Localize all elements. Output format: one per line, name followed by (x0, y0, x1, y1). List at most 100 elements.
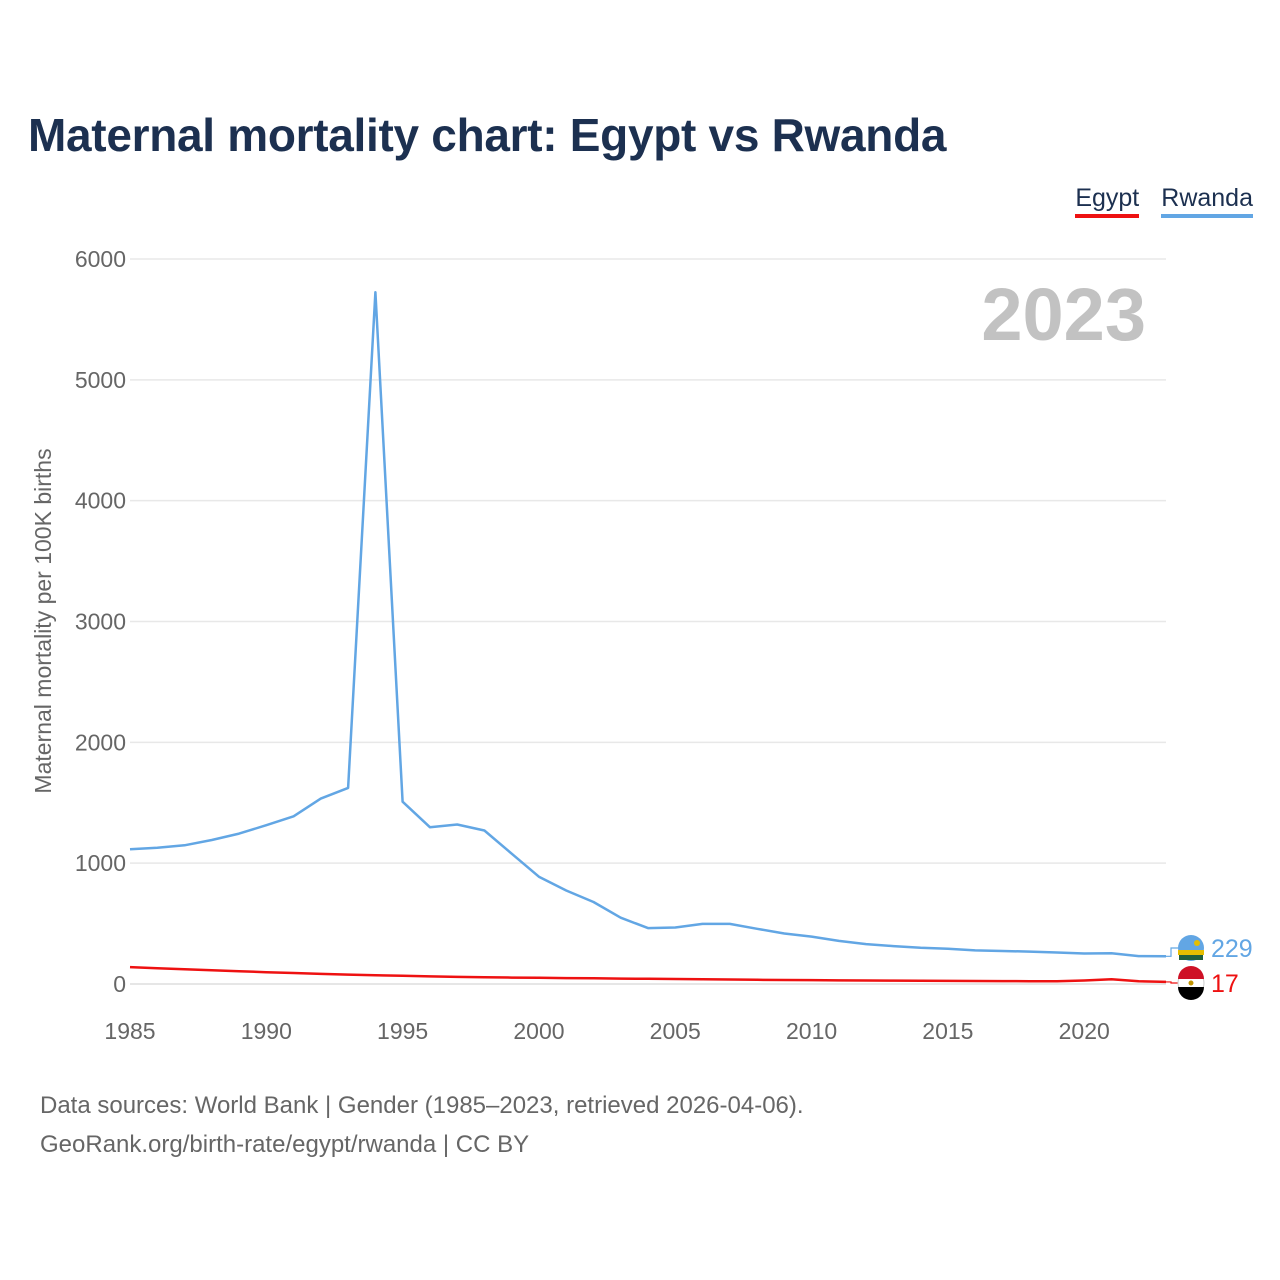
y-tick-label: 6000 (75, 246, 126, 272)
data-point-rwanda (1081, 951, 1087, 957)
data-point-egypt (1136, 978, 1142, 984)
data-point-rwanda (345, 785, 351, 791)
chart-title: Maternal mortality chart: Egypt vs Rwand… (28, 109, 947, 161)
egypt-flag-eagle (1188, 980, 1194, 986)
data-point-rwanda (209, 837, 215, 843)
rwanda-flag-stripe-green (1179, 955, 1203, 960)
data-point-rwanda (154, 845, 160, 851)
egypt-flag-stripe-red (1178, 966, 1204, 979)
x-tick-label: 1985 (104, 1018, 155, 1044)
data-point-egypt (863, 977, 869, 983)
source-url[interactable]: GeoRank.org/birth-rate/egypt/rwanda | CC… (40, 1131, 530, 1158)
data-point-egypt (590, 975, 596, 981)
data-point-rwanda (999, 948, 1005, 954)
data-point-egypt (972, 978, 978, 984)
data-point-rwanda (509, 851, 515, 857)
data-point-rwanda (645, 925, 651, 931)
y-axis-title: Maternal mortality per 100K births (30, 448, 56, 793)
data-point-egypt (400, 973, 406, 979)
source-footer: Data sources: World Bank | Gender (1985–… (40, 1086, 804, 1164)
y-tick-label: 4000 (75, 488, 126, 514)
gridlines (130, 258, 1166, 985)
data-point-egypt (454, 974, 460, 980)
x-axis-ticks: 1985 1990 1995 2000 2005 2010 2015 2020 (104, 1018, 1109, 1044)
legend-item-rwanda[interactable]: Rwanda (1161, 184, 1253, 218)
data-point-egypt (999, 978, 1005, 984)
data-point-egypt (563, 975, 569, 981)
data-point-rwanda (918, 945, 924, 951)
data-point-egypt (700, 976, 706, 982)
data-point-rwanda (1054, 949, 1060, 955)
end-connector-egypt (1166, 981, 1178, 984)
data-point-rwanda (263, 822, 269, 828)
data-point-egypt (536, 975, 542, 981)
data-point-rwanda (481, 828, 487, 834)
data-point-rwanda (590, 899, 596, 905)
legend-item-egypt[interactable]: Egypt (1075, 184, 1140, 218)
x-tick-label: 2005 (650, 1018, 701, 1044)
data-point-rwanda (972, 947, 978, 953)
data-point-egypt (427, 973, 433, 979)
y-tick-label: 5000 (75, 367, 126, 393)
data-point-rwanda (318, 796, 324, 802)
x-tick-label: 2000 (513, 1018, 564, 1044)
data-point-egypt (890, 978, 896, 984)
data-point-rwanda (863, 941, 869, 947)
data-point-egypt (781, 977, 787, 983)
data-point-egypt (509, 975, 515, 981)
series-lines (127, 289, 1167, 984)
data-point-egypt (918, 978, 924, 984)
x-tick-label: 1990 (241, 1018, 292, 1044)
data-point-egypt (154, 965, 160, 971)
x-tick-label: 2020 (1059, 1018, 1110, 1044)
year-watermark: 2023 (981, 273, 1146, 356)
data-point-rwanda (291, 813, 297, 819)
data-point-egypt (1108, 976, 1114, 982)
y-tick-label: 3000 (75, 609, 126, 635)
x-tick-label: 2015 (922, 1018, 973, 1044)
data-point-rwanda (127, 846, 133, 852)
data-point-egypt (291, 970, 297, 976)
data-point-egypt (809, 977, 815, 983)
egypt-flag-stripe-black (1178, 987, 1204, 1000)
data-point-egypt (263, 969, 269, 975)
data-point-egypt (345, 972, 351, 978)
legend: Egypt Rwanda (1075, 184, 1253, 218)
data-point-egypt (236, 968, 242, 974)
data-point-rwanda (890, 943, 896, 949)
data-point-egypt (1054, 978, 1060, 984)
end-connector-rwanda (1166, 947, 1178, 957)
data-point-egypt (318, 971, 324, 977)
data-point-egypt (754, 977, 760, 983)
y-tick-label: 2000 (75, 729, 126, 755)
rwanda-flag-sun (1194, 940, 1200, 946)
y-tick-label: 1000 (75, 850, 126, 876)
data-point-rwanda (836, 938, 842, 944)
data-point-rwanda (427, 824, 433, 830)
data-point-egypt (182, 966, 188, 972)
data-point-egypt (618, 976, 624, 982)
data-point-egypt (481, 974, 487, 980)
data-point-rwanda (618, 915, 624, 921)
end-value-label-rwanda: 229 (1211, 935, 1253, 963)
data-point-rwanda (945, 946, 951, 952)
series-line-rwanda (129, 290, 1167, 958)
data-point-rwanda (372, 289, 378, 295)
data-point-egypt (727, 977, 733, 983)
x-tick-label: 1995 (377, 1018, 428, 1044)
data-point-rwanda (700, 921, 706, 927)
data-point-rwanda (727, 921, 733, 927)
data-point-rwanda (236, 831, 242, 837)
data-point-rwanda (1027, 949, 1033, 955)
y-axis-ticks: 0 1000 2000 3000 4000 5000 6000 (75, 246, 126, 997)
rwanda-flag-stripe-yellow (1178, 950, 1204, 955)
data-point-rwanda (809, 934, 815, 940)
data-point-rwanda (454, 822, 460, 828)
data-point-rwanda (781, 930, 787, 936)
series-line-egypt (129, 965, 1167, 984)
data-point-rwanda (1136, 953, 1142, 959)
end-value-label-egypt: 17 (1211, 970, 1239, 998)
data-point-rwanda (536, 874, 542, 880)
